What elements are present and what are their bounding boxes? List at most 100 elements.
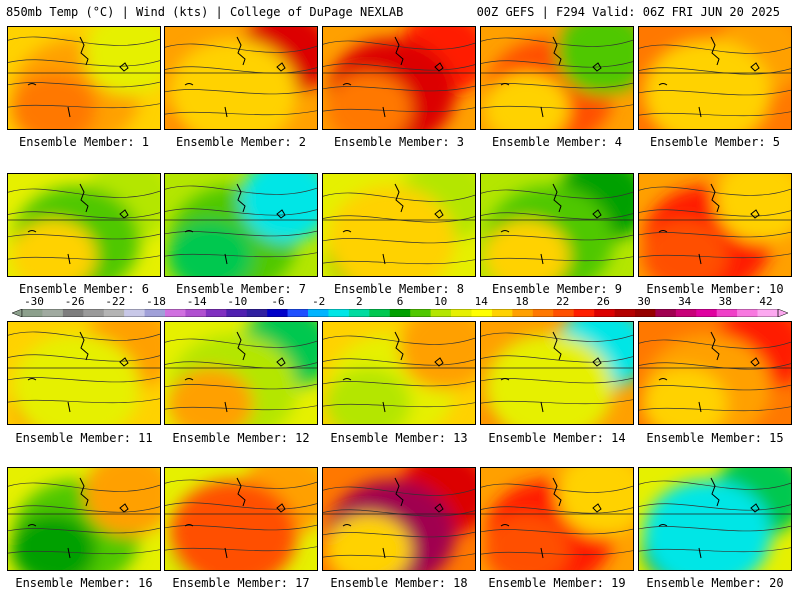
height-contour [165,185,317,195]
temperature-field-map [8,174,160,276]
height-contour [8,331,160,341]
height-contour [323,85,475,92]
height-contour [165,361,317,369]
temperature-field-map [481,174,633,276]
temperature-field-map [8,468,160,570]
colorbar-swatch [42,309,64,317]
member-caption: Ensemble Member: 11 [15,431,153,445]
temp-anomaly-blob [643,480,772,570]
height-contour [481,256,633,262]
temp-anomaly-blob [484,513,570,570]
height-contour [165,230,317,237]
height-contour [639,67,791,75]
header-title: 850mb Temp (°C) | Wind (kts) | College o… [6,5,404,19]
temperature-field-map [165,27,317,129]
temperature-field-map [639,468,791,570]
coastline [184,477,286,559]
coastline [500,331,602,413]
colorbar-swatch [287,309,309,317]
height-contour [639,231,791,238]
member-map-14 [480,321,634,425]
temperature-field-map [8,322,160,424]
member-map-19 [480,467,634,571]
colorbar-swatch [205,309,227,317]
height-contour [323,63,475,71]
height-contour [639,186,791,196]
height-contour [639,362,791,370]
member-map-3 [322,26,476,130]
colorbar-tick-label: -2 [312,295,326,308]
coastline [500,183,602,265]
member-map-10 [638,173,792,277]
member-caption: Ensemble Member: 3 [333,135,465,149]
coastline [342,183,444,265]
colorbar-tick-label: 14 [474,295,488,308]
height-contour [8,103,160,109]
height-contour [323,192,475,202]
height-contour [481,189,633,199]
height-contour [165,405,317,411]
height-contour [165,66,317,74]
colorbar-tick-label: 30 [637,295,651,308]
coastline [500,36,602,118]
height-contour [481,234,633,241]
height-contour [639,89,791,96]
temp-anomaly-blob [11,219,97,276]
colorbar-swatch [246,309,268,317]
temp-anomaly-blob [399,322,475,391]
height-contour [8,354,160,362]
member-caption: Ensemble Member: 12 [172,431,310,445]
temperature-field-map [8,27,160,129]
member-caption: Ensemble Member: 15 [646,431,784,445]
member-map-12 [164,321,318,425]
height-contour [8,505,160,513]
coastline [500,477,602,559]
height-contour [8,81,160,88]
height-contour [8,36,160,46]
colorbar-swatch [144,309,166,317]
height-contour [481,212,633,220]
height-contour [8,59,160,67]
member-map-15 [638,321,792,425]
coastline [658,477,760,559]
member-map-5 [638,26,792,130]
temperature-field-map [165,468,317,570]
temp-anomaly-blob [642,367,728,424]
temp-anomaly-blob [168,367,254,424]
colorbar-tick-label: 42 [759,295,773,308]
colorbar-tick-label: -6 [271,295,285,308]
colorbar-swatch [22,309,43,317]
temp-anomaly-blob [557,27,633,96]
height-contour [165,546,317,552]
colorbar-swatch [103,309,125,317]
temp-anomaly-blob [84,468,160,537]
member-caption: Ensemble Member: 4 [491,135,623,149]
colorbar-tick-label: -30 [24,295,44,308]
member-caption: Ensemble Member: 13 [330,431,468,445]
height-contour [165,252,317,258]
height-contour [323,259,475,265]
member-caption: Ensemble Member: 9 [491,282,623,296]
height-contour [481,82,633,89]
height-contour [165,43,317,53]
height-contour [481,483,633,493]
height-contour [165,88,317,95]
height-contour [323,486,475,496]
height-contour [165,524,317,531]
temp-anomaly-blob [11,513,97,570]
coastline [658,183,760,265]
member-caption: Ensemble Member: 10 [646,282,784,296]
colorbar-swatch [308,309,329,317]
member-caption: Ensemble Member: 7 [175,282,307,296]
height-contour [323,40,475,50]
height-contour [8,255,160,261]
coastline [27,36,129,118]
colorbar-swatch [573,309,595,317]
member-map-11 [7,321,161,425]
temperature-field-map [165,174,317,276]
temperature-field-map [323,322,475,424]
colorbar-swatch [634,309,656,317]
coastline [342,331,444,413]
height-contour [639,253,791,259]
colorbar-swatch [124,309,145,317]
